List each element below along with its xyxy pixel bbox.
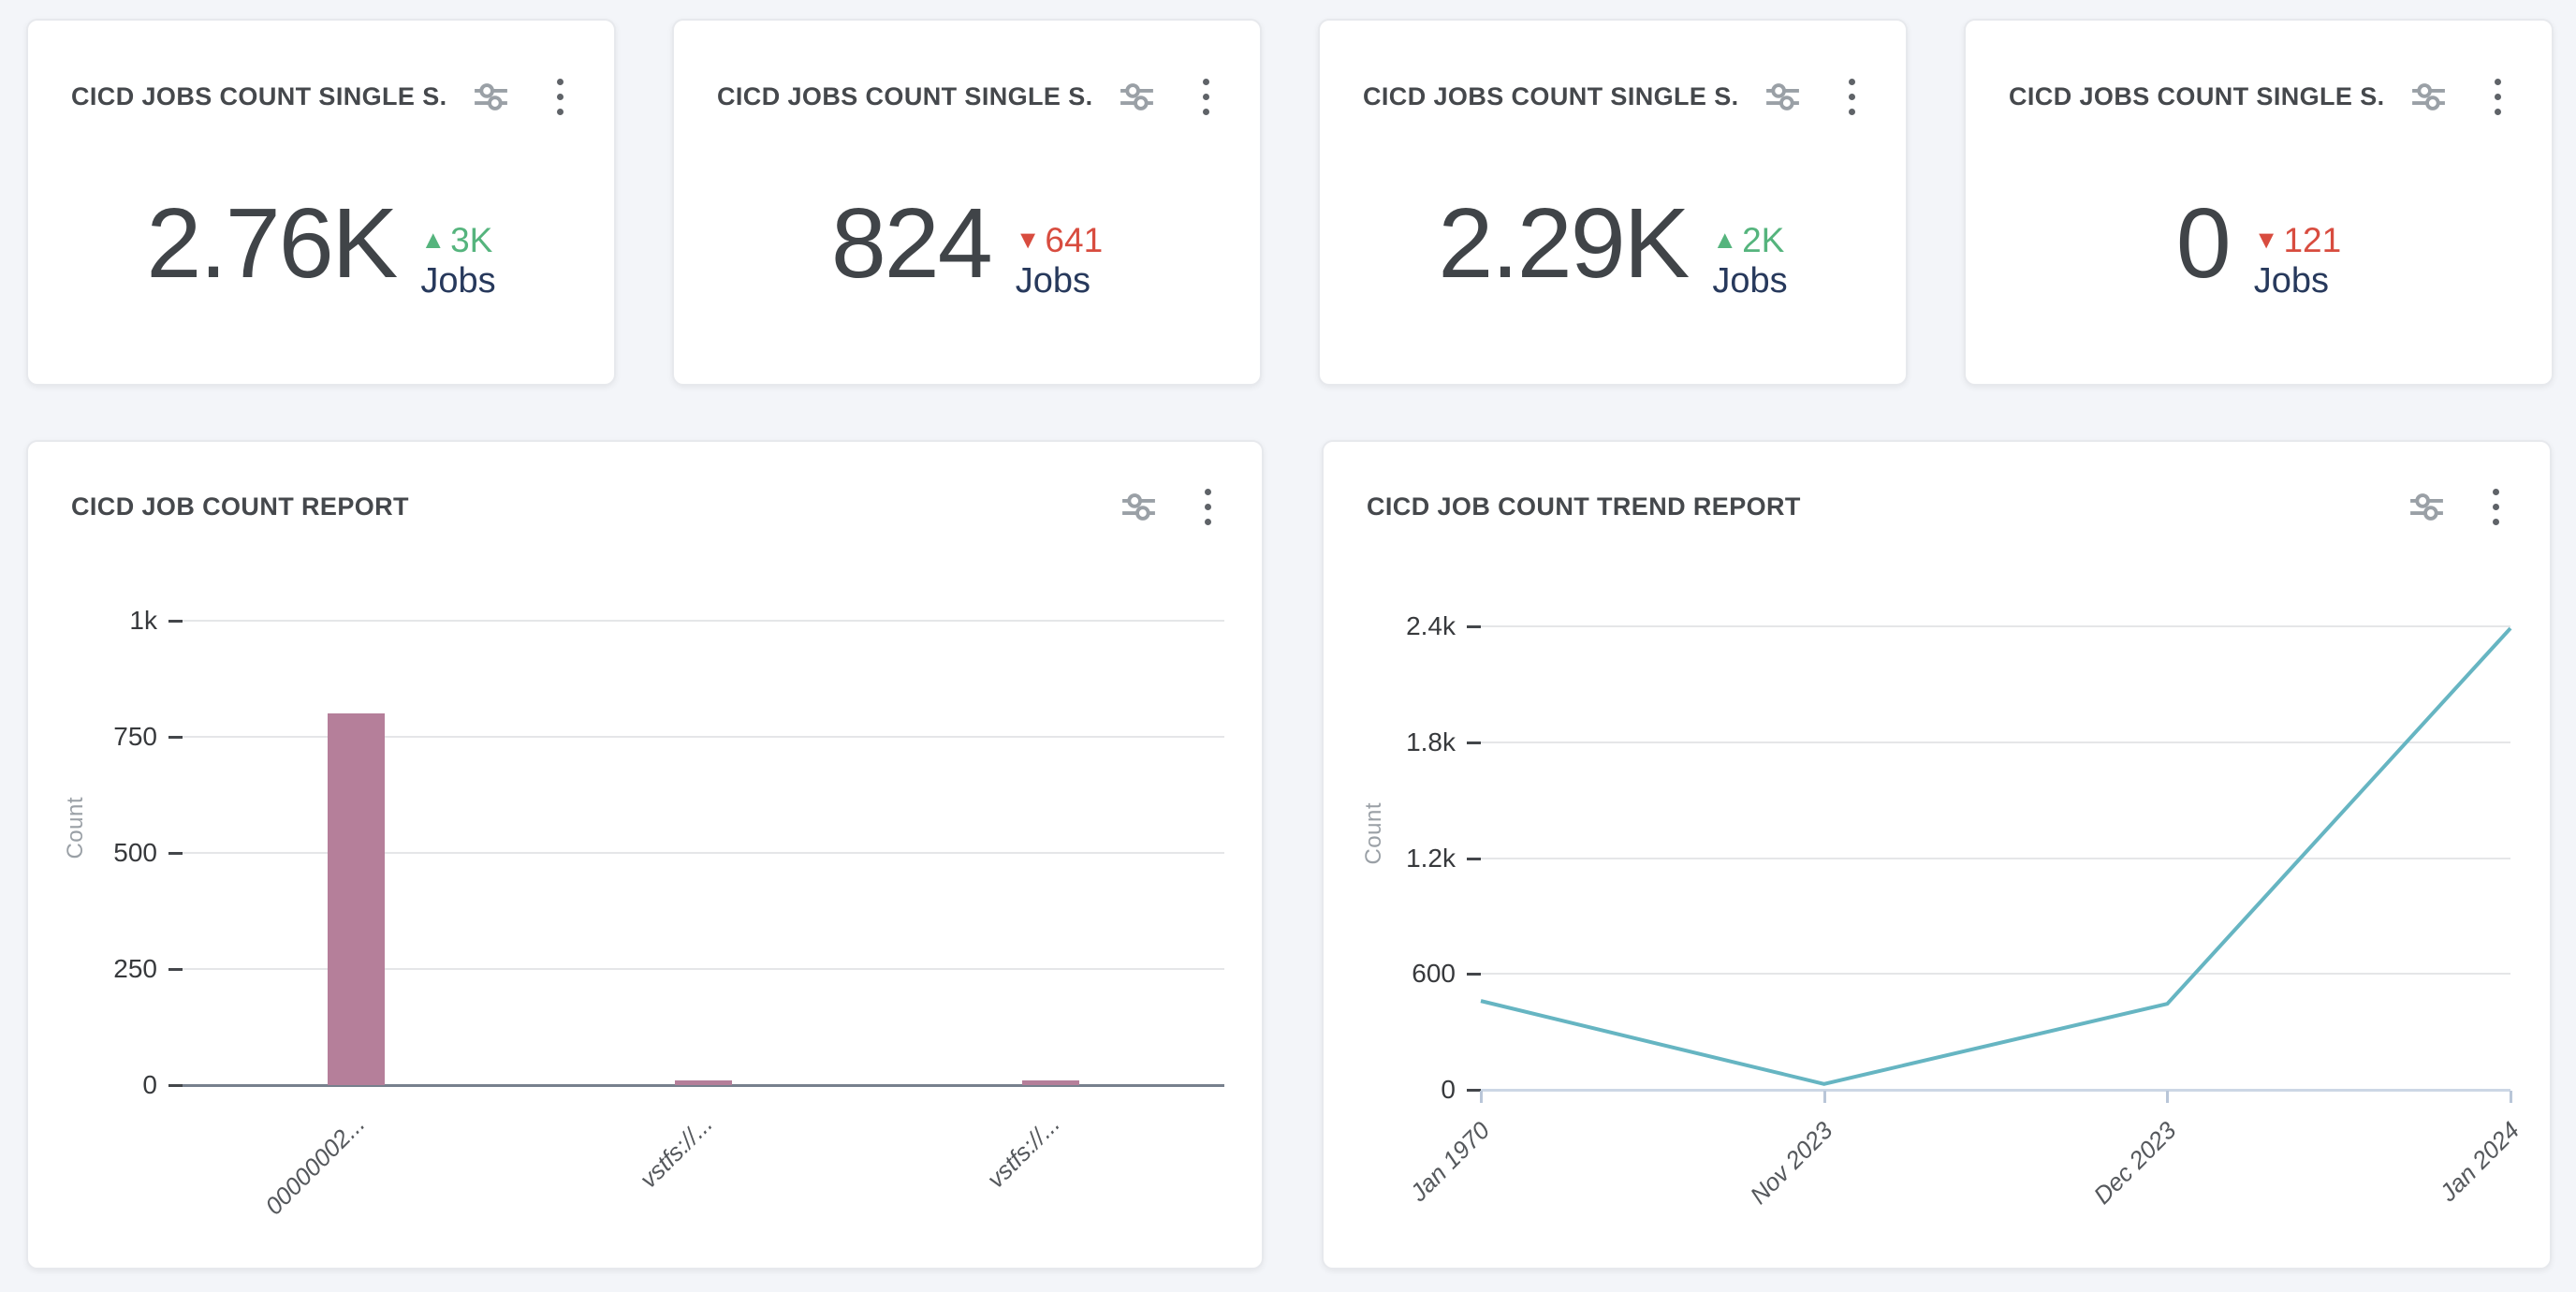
y-grid-line <box>183 620 1224 622</box>
y-axis-label: 2.4k <box>1406 611 1456 640</box>
card-header: CICD JOBS COUNT SINGLE S... <box>1966 21 2552 115</box>
card-title: CICD JOBS COUNT SINGLE S... <box>717 82 1091 110</box>
stat-card-4: CICD JOBS COUNT SINGLE S... 0 ▼ 121 Jobs <box>1964 19 2554 386</box>
line-chart-plot: 0 600 1.2k 1.8k 2.4k Count Jan 1970 Nov 2023 Dec… <box>1324 442 2550 1268</box>
stat-unit: Jobs <box>2253 261 2330 301</box>
y-grid-line <box>1481 741 2510 743</box>
x-axis-line <box>183 1084 1224 1087</box>
stat-value: 0 <box>2175 188 2232 300</box>
kebab-menu-icon[interactable] <box>1205 489 1211 525</box>
y-grid-line <box>1481 973 2510 976</box>
bar <box>675 1080 732 1085</box>
bar <box>1022 1080 1079 1085</box>
stat-card-3: CICD JOBS COUNT SINGLE S... 2.29K ▲ 2K J… <box>1318 19 1908 386</box>
card-title: CICD JOBS COUNT SINGLE S... <box>2009 82 2383 110</box>
y-axis-tick <box>1467 741 1481 744</box>
y-axis-label: 1.8k <box>1406 727 1456 756</box>
sliders-icon[interactable] <box>2411 82 2446 111</box>
y-axis-tick <box>1467 1089 1481 1092</box>
y-axis-tick <box>168 1084 183 1087</box>
trend-up-icon: ▲ <box>1712 226 1738 254</box>
y-grid-line <box>183 852 1224 854</box>
y-axis-tick <box>168 736 183 739</box>
y-axis-label: 1.2k <box>1406 843 1456 873</box>
sliders-icon[interactable] <box>1765 82 1800 111</box>
stat-body: 2.29K ▲ 2K Jobs <box>1320 21 1906 384</box>
kebab-menu-icon[interactable] <box>2493 489 2499 525</box>
stat-value: 824 <box>830 188 993 300</box>
kebab-menu-icon[interactable] <box>557 79 564 115</box>
trend-down-icon: ▼ <box>1015 226 1041 254</box>
x-axis-tick <box>2510 1091 2512 1103</box>
y-axis-tick <box>1467 973 1481 976</box>
stat-body: 824 ▼ 641 Jobs <box>674 21 1260 384</box>
stat-unit: Jobs <box>1712 261 1788 301</box>
y-axis-label: 1k <box>129 606 157 635</box>
sliders-icon[interactable] <box>2409 492 2444 521</box>
bar-chart-plot: 0 250 500 750 1k Count 00000002... vstfs://... v… <box>28 442 1262 1268</box>
card-title: CICD JOBS COUNT SINGLE S... <box>71 82 446 110</box>
stat-delta: ▲ 2K <box>1712 220 1785 259</box>
card-title: CICD JOB COUNT TREND REPORT <box>1367 492 1801 521</box>
stat-card-1: CICD JOBS COUNT SINGLE S... 2.76K ▲ 3K J… <box>26 19 616 386</box>
kebab-menu-icon[interactable] <box>2495 79 2501 115</box>
card-header: CICD JOB COUNT REPORT <box>28 442 1262 525</box>
card-header: CICD JOB COUNT TREND REPORT <box>1324 442 2550 525</box>
y-grid-line <box>1481 857 2510 859</box>
x-axis-label: 00000002... <box>259 1109 371 1221</box>
y-axis-label: 250 <box>113 954 157 983</box>
kebab-menu-icon[interactable] <box>1849 79 1855 115</box>
y-axis-tick <box>1467 625 1481 628</box>
sliders-icon[interactable] <box>1121 492 1156 521</box>
x-axis-tick <box>1480 1091 1483 1103</box>
bar <box>328 713 385 1085</box>
y-axis-label: 0 <box>1441 1075 1456 1104</box>
sliders-icon[interactable] <box>474 82 508 111</box>
card-title: CICD JOBS COUNT SINGLE S... <box>1363 82 1737 110</box>
stat-card-2: CICD JOBS COUNT SINGLE S... 824 ▼ 641 Jo… <box>672 19 1262 386</box>
stat-unit: Jobs <box>420 261 496 301</box>
y-grid-line <box>183 968 1224 970</box>
y-axis-tick <box>1467 857 1481 860</box>
card-header: CICD JOBS COUNT SINGLE S... <box>1320 21 1906 115</box>
y-grid-line <box>183 736 1224 738</box>
y-axis-title: Count <box>63 797 88 859</box>
stat-delta: ▼ 641 <box>1015 220 1104 259</box>
stat-value: 2.29K <box>1438 188 1690 300</box>
y-axis-label: 0 <box>142 1070 157 1099</box>
card-title: CICD JOB COUNT REPORT <box>71 492 409 521</box>
stat-value: 2.76K <box>146 188 398 300</box>
stat-body: 2.76K ▲ 3K Jobs <box>28 21 614 384</box>
x-axis-tick <box>2166 1091 2170 1103</box>
trend-down-icon: ▼ <box>2253 226 2279 254</box>
sliders-icon[interactable] <box>1120 82 1154 111</box>
x-axis-tick <box>1822 1091 1826 1103</box>
line-chart-card: CICD JOB COUNT TREND REPORT 0 600 1.2k 1.8k… <box>1322 440 2552 1270</box>
y-grid-line <box>1481 625 2510 627</box>
trend-up-icon: ▲ <box>420 226 446 254</box>
x-axis-label: vstfs://... <box>634 1109 718 1194</box>
trend-line <box>1480 626 2512 1086</box>
card-header: CICD JOBS COUNT SINGLE S... <box>674 21 1260 115</box>
stat-delta: ▼ 121 <box>2253 220 2342 259</box>
bar-chart-card: CICD JOB COUNT REPORT 0 250 500 750 1k Count 0… <box>26 440 1264 1270</box>
y-axis-label: 600 <box>1412 959 1456 989</box>
card-header: CICD JOBS COUNT SINGLE S... <box>28 21 614 115</box>
stat-body: 0 ▼ 121 Jobs <box>1966 21 2552 384</box>
kebab-menu-icon[interactable] <box>1203 79 1209 115</box>
y-axis-label: 750 <box>113 722 157 751</box>
stat-delta: ▲ 3K <box>420 220 493 259</box>
y-axis-tick <box>168 968 183 971</box>
y-axis-tick <box>168 620 183 623</box>
x-axis-line <box>1481 1089 2510 1092</box>
stat-unit: Jobs <box>1015 261 1090 301</box>
x-axis-label: vstfs://... <box>981 1109 1065 1194</box>
y-axis-label: 500 <box>113 838 157 867</box>
y-axis-tick <box>168 852 183 855</box>
